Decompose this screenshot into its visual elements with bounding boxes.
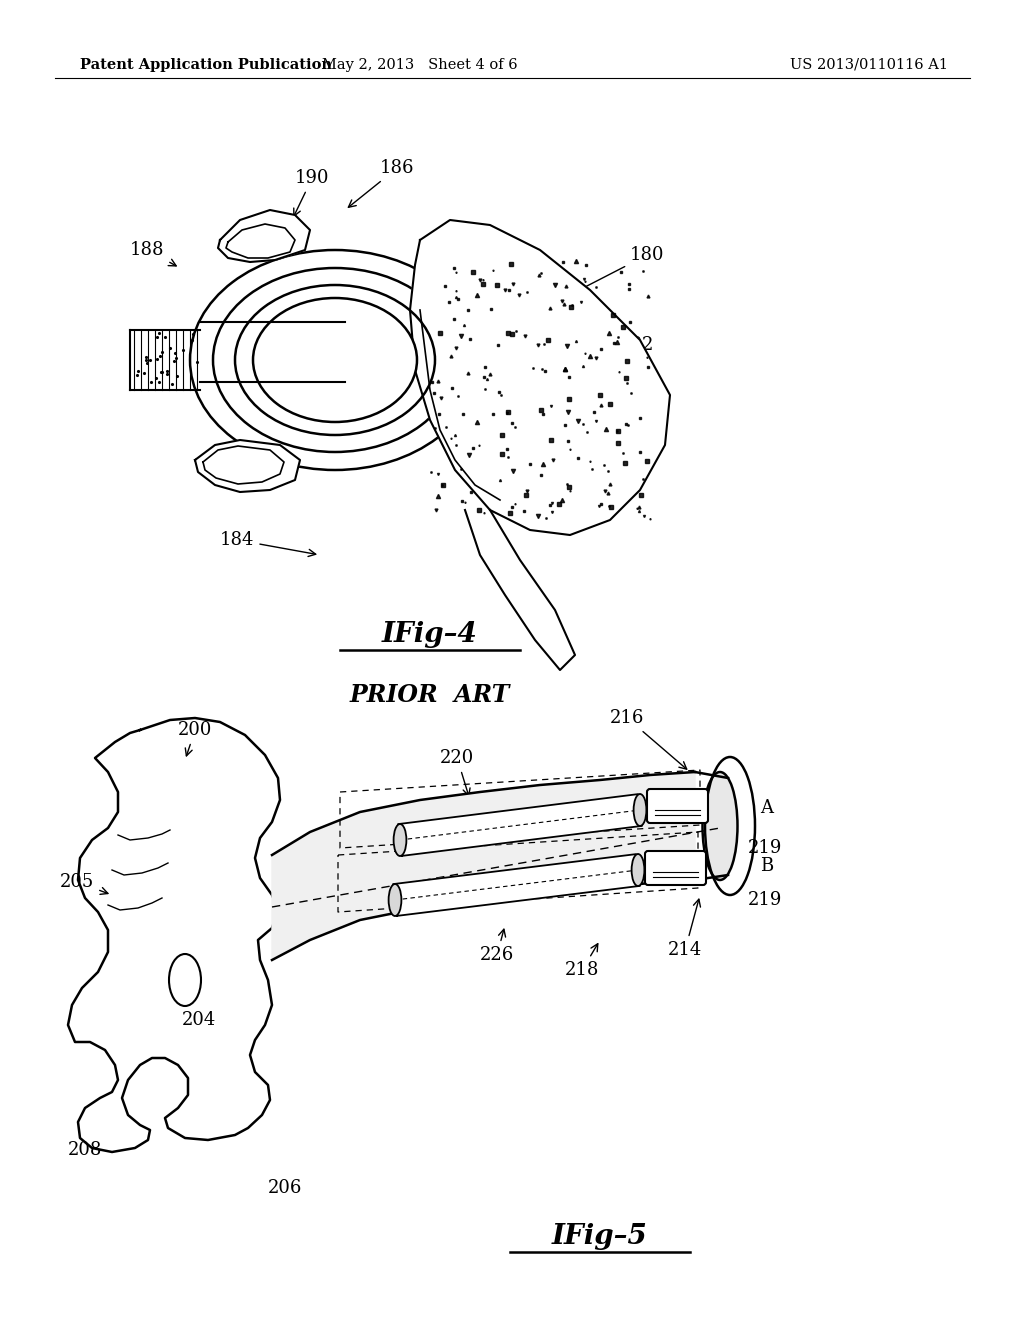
Polygon shape	[272, 772, 695, 960]
Ellipse shape	[702, 772, 737, 880]
Text: 200: 200	[178, 721, 212, 756]
Polygon shape	[393, 854, 640, 916]
Text: Patent Application Publication: Patent Application Publication	[80, 58, 332, 73]
Text: 219: 219	[748, 891, 782, 909]
FancyBboxPatch shape	[645, 851, 706, 884]
Text: 190: 190	[294, 169, 330, 216]
Ellipse shape	[253, 298, 417, 422]
Text: 220: 220	[440, 748, 474, 796]
Text: 206: 206	[268, 1179, 302, 1197]
Text: 188: 188	[130, 242, 176, 265]
Text: 186: 186	[348, 158, 415, 207]
Text: 182: 182	[544, 337, 654, 375]
Ellipse shape	[393, 824, 407, 855]
Ellipse shape	[634, 795, 646, 826]
Ellipse shape	[388, 884, 401, 916]
Text: 205: 205	[60, 873, 108, 895]
Polygon shape	[410, 220, 670, 535]
Text: A: A	[760, 799, 773, 817]
Polygon shape	[68, 718, 280, 1152]
Text: 219: 219	[748, 840, 782, 857]
Text: 208: 208	[68, 1140, 102, 1159]
Text: 204: 204	[182, 1011, 216, 1030]
Text: 226: 226	[330, 847, 376, 867]
Polygon shape	[218, 210, 310, 261]
Ellipse shape	[234, 285, 435, 436]
Text: 218: 218	[565, 944, 599, 979]
Text: 214: 214	[668, 899, 702, 960]
Text: US 2013/0110116 A1: US 2013/0110116 A1	[790, 58, 948, 73]
Text: 226: 226	[480, 929, 514, 964]
Text: May 2, 2013   Sheet 4 of 6: May 2, 2013 Sheet 4 of 6	[323, 58, 518, 73]
Text: 180: 180	[554, 246, 665, 304]
Ellipse shape	[169, 954, 201, 1006]
Ellipse shape	[632, 854, 644, 886]
Text: 216: 216	[610, 709, 687, 770]
FancyBboxPatch shape	[647, 789, 708, 822]
Ellipse shape	[213, 268, 457, 451]
Polygon shape	[465, 510, 575, 671]
Ellipse shape	[190, 249, 480, 470]
Polygon shape	[195, 440, 300, 492]
Text: 184: 184	[220, 531, 315, 557]
Text: IFig–4: IFig–4	[382, 620, 478, 648]
Text: B: B	[760, 857, 773, 875]
Polygon shape	[398, 795, 642, 855]
Text: PRIOR  ART: PRIOR ART	[350, 682, 510, 708]
Text: IFig–5: IFig–5	[552, 1224, 648, 1250]
